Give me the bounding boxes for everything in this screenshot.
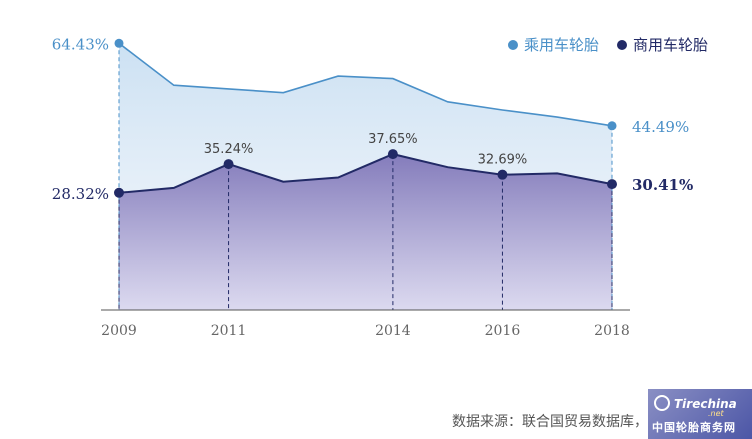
data-label-commercial: 37.65% (368, 132, 418, 147)
x-tick-label: 2011 (211, 323, 247, 339)
area-commercial (119, 154, 612, 310)
series-line-passenger (118, 42, 613, 127)
legend-item-commercial: 商用车轮胎 (616, 34, 708, 55)
point-layer (114, 38, 617, 198)
line-layer (118, 42, 613, 194)
watermark-brand: Tirechina (674, 397, 737, 411)
data-label-passenger: 64.43% (52, 35, 109, 53)
label-layer: 64.43% 44.49% 28.32% 35.24% 37.65% 32.69% 30.4… (52, 35, 693, 202)
legend-label-passenger: 乘用车轮胎 (523, 36, 599, 54)
x-tick-label: 2018 (594, 323, 630, 339)
watermark-domain: .net (708, 409, 724, 418)
point-commercial (387, 149, 398, 160)
point-commercial (114, 187, 124, 198)
point-commercial (497, 169, 508, 180)
series-line-commercial (118, 153, 613, 194)
data-label-commercial: 32.69% (478, 153, 528, 168)
x-tick-label: 2009 (101, 323, 137, 339)
point-passenger (114, 38, 124, 48)
legend: 乘用车轮胎 商用车轮胎 (507, 34, 708, 55)
watermark-logo: Tirechina .net 中国轮胎商务网 (648, 389, 752, 439)
tire-logo-icon (654, 395, 670, 411)
point-commercial (223, 159, 234, 170)
point-passenger (607, 121, 617, 131)
x-tick-label: 2014 (375, 323, 411, 339)
x-tick-label: 2016 (485, 323, 521, 339)
data-label-passenger: 44.49% (632, 118, 689, 136)
x-axis: 2009 2011 2014 2016 2018 (101, 309, 630, 339)
data-label-commercial: 30.41% (632, 176, 693, 194)
data-label-commercial: 35.24% (204, 142, 254, 157)
guide-layer (118, 43, 613, 310)
point-commercial (607, 179, 617, 190)
watermark-site-name: 中国轮胎商务网 (652, 421, 736, 434)
area-layer (119, 43, 612, 311)
legend-item-passenger: 乘用车轮胎 (507, 34, 599, 55)
legend-dot-commercial (616, 39, 627, 50)
legend-label-commercial: 商用车轮胎 (632, 36, 708, 54)
data-label-commercial: 28.32% (52, 185, 109, 203)
legend-dot-passenger (507, 39, 518, 50)
